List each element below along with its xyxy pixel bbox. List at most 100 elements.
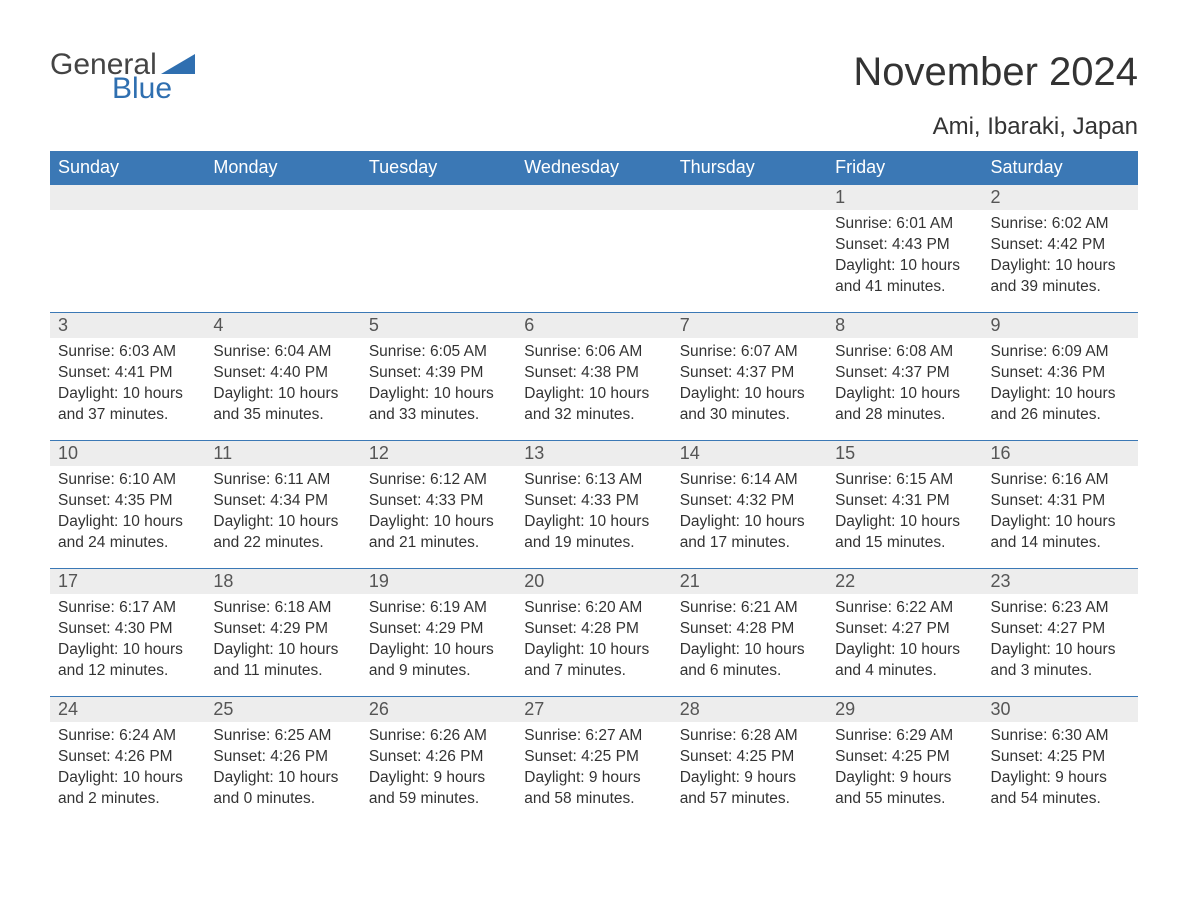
day-details: Sunrise: 6:08 AMSunset: 4:37 PMDaylight:… — [827, 338, 982, 434]
day-sunrise: Sunrise: 6:12 AM — [369, 470, 508, 491]
day-sunrise: Sunrise: 6:13 AM — [524, 470, 663, 491]
day-daylight1: Daylight: 9 hours — [524, 768, 663, 789]
day-daylight2: and 30 minutes. — [680, 405, 819, 426]
day-details: Sunrise: 6:19 AMSunset: 4:29 PMDaylight:… — [361, 594, 516, 690]
day-number-empty — [205, 184, 360, 210]
day-daylight1: Daylight: 10 hours — [835, 512, 974, 533]
calendar-cell: 20Sunrise: 6:20 AMSunset: 4:28 PMDayligh… — [516, 568, 671, 696]
day-daylight1: Daylight: 10 hours — [524, 640, 663, 661]
day-number: 15 — [827, 440, 982, 466]
day-sunrise: Sunrise: 6:19 AM — [369, 598, 508, 619]
day-details: Sunrise: 6:30 AMSunset: 4:25 PMDaylight:… — [983, 722, 1138, 818]
day-number: 7 — [672, 312, 827, 338]
day-daylight2: and 3 minutes. — [991, 661, 1130, 682]
calendar-cell: 15Sunrise: 6:15 AMSunset: 4:31 PMDayligh… — [827, 440, 982, 568]
weekday-header: Thursday — [672, 151, 827, 184]
day-sunrise: Sunrise: 6:20 AM — [524, 598, 663, 619]
day-sunrise: Sunrise: 6:27 AM — [524, 726, 663, 747]
day-daylight1: Daylight: 9 hours — [991, 768, 1130, 789]
day-details: Sunrise: 6:17 AMSunset: 4:30 PMDaylight:… — [50, 594, 205, 690]
calendar-cell: 5Sunrise: 6:05 AMSunset: 4:39 PMDaylight… — [361, 312, 516, 440]
day-daylight2: and 58 minutes. — [524, 789, 663, 810]
weekday-header: Tuesday — [361, 151, 516, 184]
day-number: 16 — [983, 440, 1138, 466]
weekday-header: Monday — [205, 151, 360, 184]
logo-text-blue: Blue — [112, 74, 172, 104]
day-daylight1: Daylight: 10 hours — [369, 640, 508, 661]
day-details: Sunrise: 6:23 AMSunset: 4:27 PMDaylight:… — [983, 594, 1138, 690]
day-daylight2: and 24 minutes. — [58, 533, 197, 554]
day-number: 5 — [361, 312, 516, 338]
day-sunrise: Sunrise: 6:02 AM — [991, 214, 1130, 235]
day-daylight2: and 15 minutes. — [835, 533, 974, 554]
day-details: Sunrise: 6:02 AMSunset: 4:42 PMDaylight:… — [983, 210, 1138, 306]
day-details: Sunrise: 6:29 AMSunset: 4:25 PMDaylight:… — [827, 722, 982, 818]
day-daylight2: and 2 minutes. — [58, 789, 197, 810]
day-daylight1: Daylight: 10 hours — [680, 640, 819, 661]
day-sunset: Sunset: 4:37 PM — [680, 363, 819, 384]
day-daylight2: and 37 minutes. — [58, 405, 197, 426]
day-daylight2: and 11 minutes. — [213, 661, 352, 682]
day-daylight2: and 59 minutes. — [369, 789, 508, 810]
day-number: 22 — [827, 568, 982, 594]
day-sunset: Sunset: 4:29 PM — [213, 619, 352, 640]
day-details: Sunrise: 6:06 AMSunset: 4:38 PMDaylight:… — [516, 338, 671, 434]
calendar-cell — [516, 184, 671, 312]
calendar-cell: 19Sunrise: 6:19 AMSunset: 4:29 PMDayligh… — [361, 568, 516, 696]
day-sunset: Sunset: 4:26 PM — [213, 747, 352, 768]
day-daylight2: and 12 minutes. — [58, 661, 197, 682]
day-details: Sunrise: 6:26 AMSunset: 4:26 PMDaylight:… — [361, 722, 516, 818]
calendar-cell: 7Sunrise: 6:07 AMSunset: 4:37 PMDaylight… — [672, 312, 827, 440]
calendar-header: SundayMondayTuesdayWednesdayThursdayFrid… — [50, 151, 1138, 184]
day-daylight2: and 26 minutes. — [991, 405, 1130, 426]
day-details: Sunrise: 6:21 AMSunset: 4:28 PMDaylight:… — [672, 594, 827, 690]
title-area: November 2024 Ami, Ibaraki, Japan — [853, 50, 1138, 141]
day-number: 23 — [983, 568, 1138, 594]
day-sunrise: Sunrise: 6:30 AM — [991, 726, 1130, 747]
day-sunrise: Sunrise: 6:23 AM — [991, 598, 1130, 619]
calendar-cell — [672, 184, 827, 312]
day-sunset: Sunset: 4:25 PM — [680, 747, 819, 768]
day-daylight1: Daylight: 10 hours — [369, 512, 508, 533]
day-sunrise: Sunrise: 6:25 AM — [213, 726, 352, 747]
day-details: Sunrise: 6:16 AMSunset: 4:31 PMDaylight:… — [983, 466, 1138, 562]
day-number: 1 — [827, 184, 982, 210]
day-sunset: Sunset: 4:42 PM — [991, 235, 1130, 256]
day-sunset: Sunset: 4:28 PM — [524, 619, 663, 640]
day-details: Sunrise: 6:01 AMSunset: 4:43 PMDaylight:… — [827, 210, 982, 306]
day-sunset: Sunset: 4:31 PM — [991, 491, 1130, 512]
weekday-header: Friday — [827, 151, 982, 184]
day-daylight2: and 17 minutes. — [680, 533, 819, 554]
calendar-cell: 6Sunrise: 6:06 AMSunset: 4:38 PMDaylight… — [516, 312, 671, 440]
day-daylight1: Daylight: 10 hours — [369, 384, 508, 405]
calendar-body: 1Sunrise: 6:01 AMSunset: 4:43 PMDaylight… — [50, 184, 1138, 824]
day-number-empty — [672, 184, 827, 210]
calendar-cell — [50, 184, 205, 312]
day-daylight1: Daylight: 10 hours — [991, 256, 1130, 277]
day-details: Sunrise: 6:10 AMSunset: 4:35 PMDaylight:… — [50, 466, 205, 562]
calendar-cell: 1Sunrise: 6:01 AMSunset: 4:43 PMDaylight… — [827, 184, 982, 312]
day-sunset: Sunset: 4:25 PM — [835, 747, 974, 768]
day-details: Sunrise: 6:28 AMSunset: 4:25 PMDaylight:… — [672, 722, 827, 818]
day-number-empty — [516, 184, 671, 210]
day-sunrise: Sunrise: 6:04 AM — [213, 342, 352, 363]
day-sunset: Sunset: 4:28 PM — [680, 619, 819, 640]
day-daylight2: and 32 minutes. — [524, 405, 663, 426]
day-details: Sunrise: 6:03 AMSunset: 4:41 PMDaylight:… — [50, 338, 205, 434]
day-sunset: Sunset: 4:36 PM — [991, 363, 1130, 384]
day-sunrise: Sunrise: 6:16 AM — [991, 470, 1130, 491]
day-details: Sunrise: 6:25 AMSunset: 4:26 PMDaylight:… — [205, 722, 360, 818]
day-daylight2: and 41 minutes. — [835, 277, 974, 298]
day-daylight1: Daylight: 10 hours — [213, 384, 352, 405]
day-details: Sunrise: 6:24 AMSunset: 4:26 PMDaylight:… — [50, 722, 205, 818]
day-daylight1: Daylight: 10 hours — [58, 384, 197, 405]
day-daylight1: Daylight: 10 hours — [524, 512, 663, 533]
calendar-week-row: 10Sunrise: 6:10 AMSunset: 4:35 PMDayligh… — [50, 440, 1138, 568]
day-sunrise: Sunrise: 6:28 AM — [680, 726, 819, 747]
day-sunrise: Sunrise: 6:22 AM — [835, 598, 974, 619]
day-number: 26 — [361, 696, 516, 722]
day-daylight2: and 21 minutes. — [369, 533, 508, 554]
day-daylight1: Daylight: 10 hours — [58, 768, 197, 789]
day-sunrise: Sunrise: 6:29 AM — [835, 726, 974, 747]
day-number: 25 — [205, 696, 360, 722]
